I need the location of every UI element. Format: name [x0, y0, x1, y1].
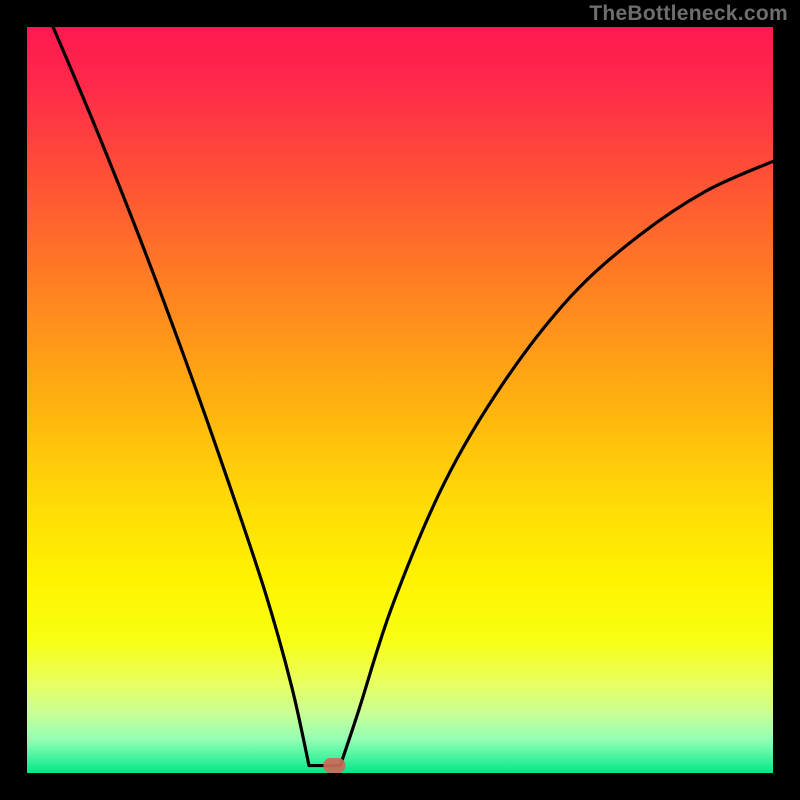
valley-marker [323, 758, 345, 773]
bottleneck-chart [0, 0, 800, 800]
plot-background [27, 27, 773, 773]
chart-container: { "source_watermark": { "text": "TheBott… [0, 0, 800, 800]
source-watermark: TheBottleneck.com [589, 2, 788, 26]
